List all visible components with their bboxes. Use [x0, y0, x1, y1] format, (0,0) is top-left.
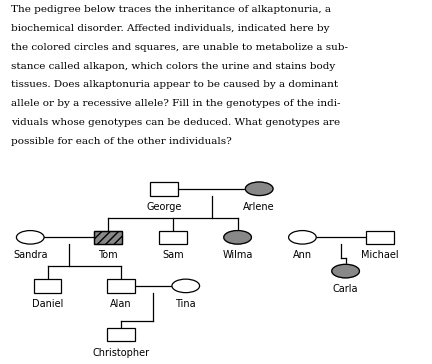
Text: tissues. Does alkaptonuria appear to be caused by a dominant: tissues. Does alkaptonuria appear to be … [11, 80, 338, 90]
Bar [94, 230, 122, 244]
Text: Sandra: Sandra [13, 250, 48, 260]
Text: Christopher: Christopher [92, 348, 149, 357]
Text: Wilma: Wilma [222, 250, 253, 260]
Text: Ann: Ann [293, 250, 312, 260]
Text: Michael: Michael [361, 250, 399, 260]
Text: George: George [146, 202, 182, 212]
Text: The pedigree below traces the inheritance of alkaptonuria, a: The pedigree below traces the inheritanc… [11, 5, 331, 14]
Text: biochemical disorder. Affected individuals, indicated here by: biochemical disorder. Affected individua… [11, 24, 329, 33]
Circle shape [172, 279, 200, 293]
Text: Daniel: Daniel [32, 299, 63, 309]
Text: Arlene: Arlene [243, 202, 275, 212]
Circle shape [16, 230, 44, 244]
Circle shape [332, 264, 359, 278]
Text: possible for each of the other individuals?: possible for each of the other individua… [11, 137, 232, 146]
Text: allele or by a recessive allele? Fill in the genotypes of the indi-: allele or by a recessive allele? Fill in… [11, 99, 340, 108]
Bar [366, 230, 394, 244]
Text: Alan: Alan [110, 299, 132, 309]
Bar [107, 328, 135, 341]
Text: the colored circles and squares, are unable to metabolize a sub-: the colored circles and squares, are una… [11, 43, 348, 52]
Circle shape [289, 230, 316, 244]
Bar [107, 279, 135, 293]
Text: stance called alkapon, which colors the urine and stains body: stance called alkapon, which colors the … [11, 62, 335, 71]
Bar [94, 230, 122, 244]
Text: viduals whose genotypes can be deduced. What genotypes are: viduals whose genotypes can be deduced. … [11, 118, 340, 127]
Circle shape [224, 230, 251, 244]
Bar [159, 230, 187, 244]
Text: Tom: Tom [98, 250, 118, 260]
Bar [150, 182, 178, 195]
Circle shape [245, 182, 273, 195]
Text: Sam: Sam [162, 250, 184, 260]
Bar [34, 279, 61, 293]
Text: Tina: Tina [175, 299, 196, 309]
Text: Carla: Carla [333, 284, 359, 294]
